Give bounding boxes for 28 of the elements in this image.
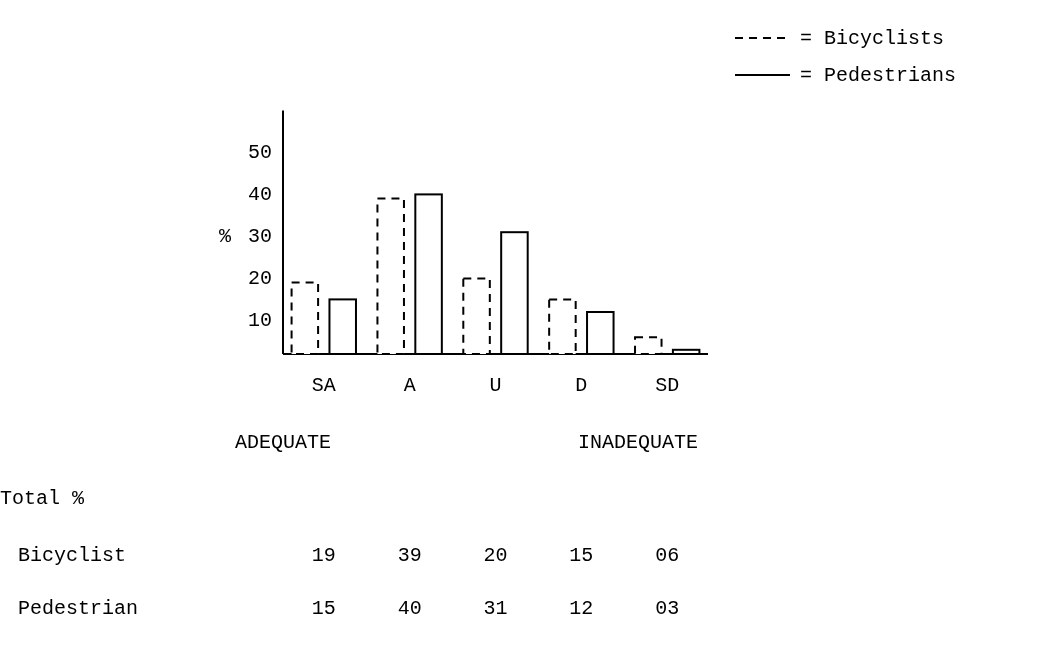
x-tick-label: SD (655, 373, 680, 397)
text: Bicyclist (18, 543, 127, 567)
data-label: 20 (483, 543, 508, 567)
text: Total % (0, 486, 86, 510)
y-tick-label: 30 (247, 224, 273, 248)
data-label: 31 (483, 596, 508, 620)
x-tick-label: SA (311, 373, 336, 397)
y-tick-label: 40 (247, 182, 273, 206)
data-label: 15 (311, 596, 336, 620)
data-label: 03 (655, 596, 680, 620)
y-tick-label: 10 (247, 308, 273, 332)
data-label: 15 (569, 543, 594, 567)
y-tick-label: 50 (247, 140, 273, 164)
y-axis-title: % (218, 224, 232, 248)
data-label: 06 (655, 543, 680, 567)
x-tick-label: A (403, 373, 416, 397)
data-label: 19 (311, 543, 336, 567)
data-label: 40 (397, 596, 422, 620)
data-label: 12 (569, 596, 594, 620)
text: ADEQUATE (235, 430, 332, 454)
y-tick-label: 20 (247, 266, 273, 290)
legend-label: = Pedestrians (800, 63, 957, 87)
text: Pedestrian (18, 596, 139, 620)
text: INADEQUATE (578, 430, 699, 454)
data-label: 39 (397, 543, 422, 567)
x-tick-label: U (489, 373, 502, 397)
legend-label: = Bicyclists (800, 26, 945, 50)
x-tick-label: D (575, 373, 588, 397)
